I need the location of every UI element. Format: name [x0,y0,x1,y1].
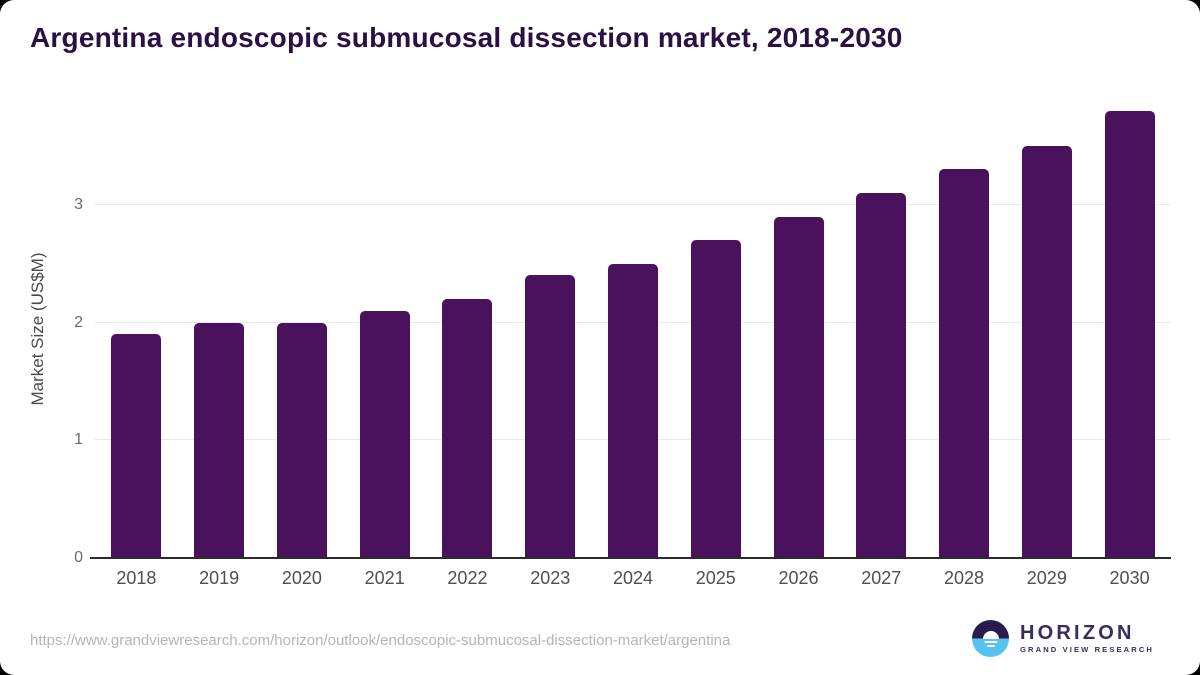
bar-2020[interactable] [276,322,327,558]
y-tick-label-0: 0 [74,549,83,566]
bar-2029[interactable] [1021,145,1072,558]
bar-slot-2027 [840,100,923,558]
bar-2018[interactable] [111,334,162,558]
bar-2026[interactable] [773,216,824,558]
x-tick-label-2024: 2024 [612,568,653,588]
horizon-sun-icon [972,620,1010,657]
x-tick-label-2021: 2021 [364,568,405,588]
x-tick-label-2029: 2029 [1026,568,1067,588]
x-tick-label-2023: 2023 [530,568,571,588]
bar-2030[interactable] [1104,110,1155,558]
bar-2021[interactable] [359,310,410,558]
bars-row [95,100,1171,558]
y-tick-label-3: 3 [74,195,83,213]
bar-2022[interactable] [442,298,493,558]
sun-shape [982,630,999,639]
bar-slot-2023 [509,100,592,558]
logo-subtitle: GRAND VIEW RESEARCH [1020,645,1154,655]
x-axis-line [90,557,1171,559]
bar-2027[interactable] [856,193,907,558]
x-tick-label-2020: 2020 [281,568,322,588]
x-tick-label-2022: 2022 [447,568,488,588]
wave-line-1 [984,640,998,643]
bar-slot-2022 [426,100,509,558]
bar-2028[interactable] [939,169,990,558]
logo-text: HORIZON GRAND VIEW RESEARCH [1020,623,1154,654]
y-axis-ticks: 0 1 2 3 [50,100,83,565]
wave-line-2 [986,644,995,647]
bar-slot-2018 [95,100,178,558]
y-tick-label-2: 2 [74,313,83,331]
y-tick-label-1: 1 [74,431,83,449]
logo-title: HORIZON [1020,622,1135,645]
bar-2023[interactable] [525,275,576,558]
x-tick-label-2019: 2019 [199,568,240,588]
bar-slot-2030 [1088,100,1171,558]
x-axis-labels: 2018 2019 2020 2021 2022 2023 2024 2025 2026 2027… [95,568,1171,589]
bar-slot-2028 [923,100,1006,558]
horizon-logo: HORIZON GRAND VIEW RESEARCH [972,620,1154,657]
chart-title: Argentina endoscopic submucosal dissecti… [30,22,903,53]
bar-slot-2026 [757,100,840,558]
bar-slot-2029 [1005,100,1088,558]
x-tick-label-2018: 2018 [116,568,157,588]
bar-slot-2024 [592,100,675,558]
bar-slot-2019 [178,100,261,558]
bar-2019[interactable] [194,322,245,558]
gridline-3 [95,203,1171,205]
source-url: https://www.grandviewresearch.com/horizo… [30,632,731,649]
plot-area [95,100,1171,558]
x-tick-label-2030: 2030 [1109,568,1150,588]
bar-2025[interactable] [690,240,741,558]
bar-slot-2020 [261,100,344,558]
x-tick-label-2025: 2025 [695,568,736,588]
bar-2024[interactable] [607,263,658,558]
x-tick-label-2026: 2026 [778,568,819,588]
bar-slot-2021 [343,100,426,558]
x-tick-label-2028: 2028 [944,568,985,588]
bar-slot-2025 [674,100,757,558]
x-tick-label-2027: 2027 [861,568,902,588]
y-axis-title: Market Size (US$M) [28,252,47,406]
